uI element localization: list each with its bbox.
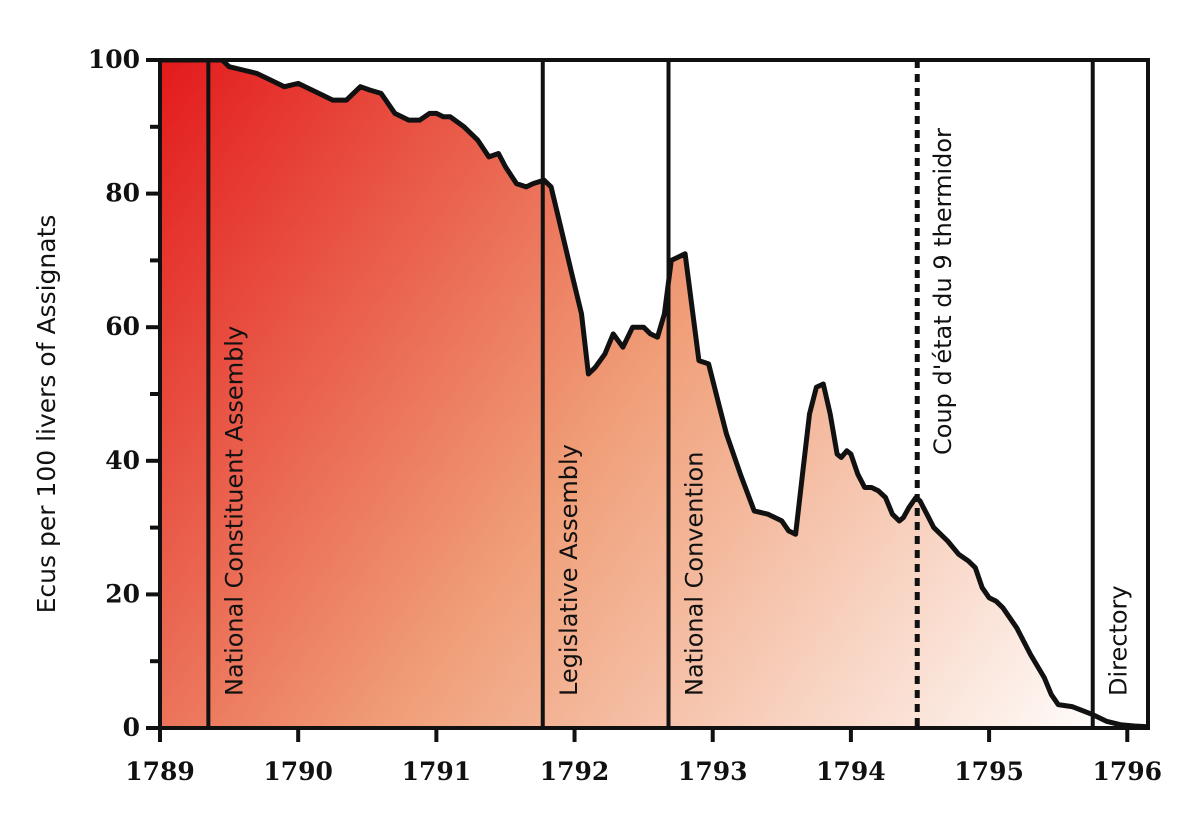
period-label-1: Legislative Assembly (555, 444, 583, 696)
y-tick-label-3: 60 (105, 312, 140, 341)
period-label-3: Coup d'état du 9 thermidor (929, 128, 957, 455)
series-line (160, 58, 1148, 730)
y-axis-title: Ecus per 100 livers of Assignats (32, 215, 61, 614)
x-tick-label-1: 1790 (263, 757, 333, 786)
x-tick-label-6: 1795 (954, 757, 1024, 786)
y-tick-label-5: 100 (88, 45, 140, 74)
x-tick-label-4: 1793 (678, 757, 748, 786)
x-tick-label-2: 1791 (402, 757, 472, 786)
period-label-4: Directory (1105, 585, 1133, 696)
x-tick-label-0: 1789 (125, 757, 195, 786)
x-tick-label-7: 1796 (1092, 757, 1162, 786)
y-tick-label-1: 20 (105, 579, 140, 608)
period-label-0: National Constituent Assembly (220, 326, 248, 696)
area-fill (160, 60, 1148, 728)
y-tick-label-2: 40 (105, 446, 140, 475)
y-tick-label-4: 80 (105, 179, 140, 208)
period-label-2: National Convention (681, 452, 709, 696)
y-tick-label-0: 0 (123, 713, 140, 742)
x-tick-label-3: 1792 (540, 757, 610, 786)
x-tick-label-5: 1794 (816, 757, 886, 786)
